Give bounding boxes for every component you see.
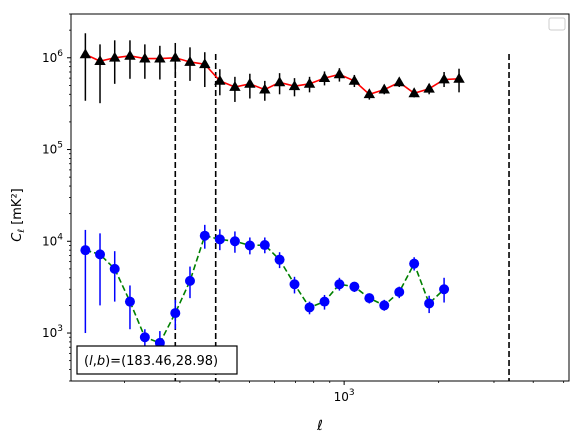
- x-tick-label: 103: [334, 388, 355, 404]
- data-point-circle: [259, 240, 270, 251]
- data-point-triangle: [393, 76, 405, 87]
- y-tick-label: 103: [42, 324, 63, 340]
- x-axis-label: ℓ: [316, 418, 323, 434]
- data-point-triangle: [124, 49, 136, 60]
- data-point-circle: [379, 300, 390, 311]
- data-point-triangle: [438, 73, 450, 84]
- data-point-circle: [364, 293, 375, 304]
- data-point-circle: [274, 254, 285, 265]
- data-point-circle: [199, 230, 210, 241]
- data-point-circle: [424, 298, 435, 309]
- data-point-circle: [229, 236, 240, 247]
- data-point-circle: [349, 281, 360, 292]
- y-tick-label: 104: [42, 232, 63, 248]
- data-point-triangle: [229, 81, 241, 91]
- annotation-frame: [76, 345, 238, 375]
- data-point-circle: [304, 302, 315, 313]
- data-point-circle: [139, 332, 150, 343]
- y-axis-label: Cℓ [mK²]: [10, 188, 27, 241]
- data-point-circle: [289, 279, 300, 290]
- data-point-circle: [439, 284, 450, 295]
- data-point-triangle: [288, 80, 301, 91]
- data-point-circle: [214, 234, 225, 245]
- annotation-text: (l,b)=(183.46,28.98): [84, 354, 218, 369]
- data-point-circle: [124, 296, 135, 307]
- data-point-triangle: [423, 82, 435, 93]
- data-point-triangle: [408, 87, 420, 98]
- data-point-circle: [170, 308, 181, 319]
- data-point-circle: [184, 275, 195, 286]
- legend-frame: [548, 17, 566, 31]
- data-point-triangle: [348, 74, 361, 85]
- data-point-circle: [109, 263, 120, 274]
- annotation: (l,b)=(183.46,28.98): [76, 345, 238, 375]
- data-point-triangle: [303, 77, 316, 88]
- data-point-triangle: [139, 52, 151, 63]
- y-tick-label: 106: [42, 49, 63, 65]
- data-point-triangle: [169, 51, 181, 62]
- data-point-circle: [394, 286, 405, 297]
- data-point-triangle: [214, 74, 226, 85]
- data-point-triangle: [378, 83, 390, 94]
- data-point-triangle: [244, 77, 256, 88]
- y-tick-label: 105: [42, 141, 63, 157]
- data-point-triangle: [259, 83, 271, 94]
- data-point-triangle: [333, 68, 346, 79]
- data-point-triangle: [79, 48, 92, 59]
- legend: [548, 17, 566, 31]
- data-point-triangle: [318, 72, 331, 83]
- data-point-circle: [334, 279, 345, 290]
- data-point-circle: [319, 296, 330, 307]
- data-point-circle: [95, 249, 106, 260]
- data-point-circle: [409, 258, 420, 269]
- data-point-triangle: [109, 51, 121, 62]
- data-point-triangle: [453, 72, 465, 83]
- data-point-triangle: [199, 58, 211, 69]
- data-point-triangle: [154, 52, 166, 63]
- data-point-triangle: [184, 55, 196, 66]
- data-point-circle: [244, 240, 255, 251]
- data-point-triangle: [273, 76, 286, 87]
- data-point-circle: [80, 245, 91, 256]
- data-point-triangle: [94, 55, 106, 65]
- data-point-triangle: [363, 88, 376, 99]
